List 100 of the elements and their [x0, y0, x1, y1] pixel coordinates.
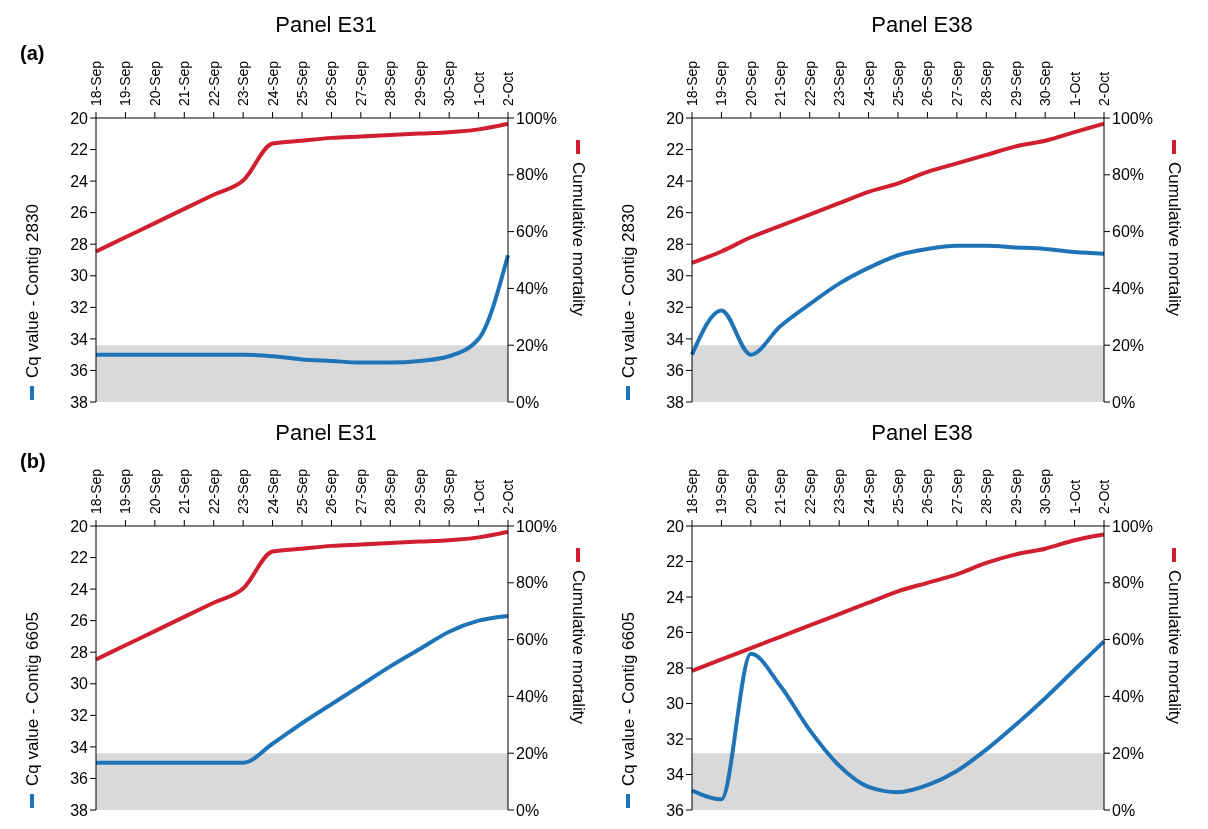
y-tick-label: 28 — [70, 235, 89, 253]
y-tick-label: 26 — [666, 204, 685, 222]
x-tick-label: 2-Oct — [500, 479, 516, 514]
line-series — [690, 532, 1106, 673]
x-tick-label: 24-Sep — [860, 60, 877, 106]
line-series — [94, 529, 510, 662]
x-tick-label: 30-Sep — [441, 60, 458, 106]
x-tick-label: 30-Sep — [1037, 60, 1054, 106]
y-tick-label: 24 — [70, 580, 89, 598]
y-tick-label: 20 — [70, 517, 89, 535]
x-tick-label: 21-Sep — [772, 60, 789, 106]
x-tick-label: 25-Sep — [294, 468, 310, 514]
x-tick-label: 21-Sep — [176, 468, 193, 514]
y2-tick-label: 20% — [516, 336, 549, 354]
x-tick-label: 21-Sep — [176, 60, 193, 106]
y-tick-label: 30 — [666, 695, 685, 713]
y2-axis-title: Cumulative mortality — [1164, 570, 1184, 725]
x-tick-label: 2-Oct — [1096, 71, 1112, 106]
x-tick-label: 26-Sep — [323, 60, 340, 106]
y-axis-title: Cq value - Contig 6605 — [618, 612, 638, 786]
y-tick-label: 22 — [666, 141, 685, 159]
y2-tick-label: 40% — [516, 280, 549, 298]
y-tick-label: 34 — [70, 330, 89, 348]
x-tick-label: 1-Oct — [470, 479, 487, 514]
y2-tick-label: 60% — [516, 223, 549, 241]
y-tick-label: 20 — [666, 517, 685, 535]
y-tick-label: 24 — [70, 172, 89, 190]
y-tick-label: 38 — [666, 393, 685, 411]
chart-title: Panel E38 — [870, 419, 974, 447]
x-tick-label: 25-Sep — [294, 60, 310, 106]
y2-tick-label: 20% — [1112, 744, 1145, 762]
y2-axis-title: Cumulative mortality — [1164, 162, 1184, 317]
y-tick-label: 36 — [70, 770, 89, 788]
y-tick-label: 24 — [666, 172, 685, 190]
chart-title: Panel E31 — [274, 11, 378, 39]
x-tick-label: 23-Sep — [831, 468, 848, 514]
y-tick-label: 24 — [666, 588, 685, 606]
x-tick-label: 22-Sep — [801, 468, 818, 514]
y2-axis-title: Cumulative mortality — [568, 570, 588, 725]
y-axis-title: Cq value - Contig 6605 — [22, 612, 42, 786]
y2-tick-label: 60% — [516, 631, 549, 649]
y-axis-title: Cq value - Contig 2830 — [22, 204, 42, 378]
y-tick-label: 32 — [70, 299, 89, 317]
y-tick-label: 34 — [666, 766, 685, 784]
x-tick-label: 23-Sep — [235, 468, 252, 514]
x-tick-label: 20-Sep — [146, 468, 163, 514]
y-tick-label: 22 — [70, 549, 89, 567]
y-tick-label: 32 — [666, 299, 685, 317]
y2-tick-label: 80% — [516, 574, 549, 592]
line-series — [690, 243, 1106, 357]
x-tick-label: 20-Sep — [742, 468, 759, 514]
x-tick-label: 24-Sep — [264, 468, 281, 514]
y-tick-label: 32 — [70, 707, 89, 725]
y2-tick-label: 0% — [516, 393, 540, 411]
x-tick-label: 22-Sep — [801, 60, 818, 106]
x-tick-label: 29-Sep — [411, 468, 428, 514]
y-tick-label: 36 — [70, 362, 89, 380]
x-tick-label: 26-Sep — [919, 468, 936, 514]
y2-tick-label: 100% — [1112, 109, 1153, 127]
x-tick-label: 22-Sep — [205, 468, 222, 514]
x-tick-label: 22-Sep — [205, 60, 222, 106]
y2-tick-label: 60% — [1112, 223, 1145, 241]
x-tick-label: 28-Sep — [382, 468, 399, 514]
y2-tick-label: 0% — [1112, 801, 1136, 819]
x-tick-label: 21-Sep — [772, 468, 789, 514]
y-tick-label: 26 — [70, 204, 89, 222]
x-tick-label: 27-Sep — [352, 60, 369, 106]
x-tick-label: 23-Sep — [235, 60, 252, 106]
y2-tick-label: 60% — [1112, 631, 1145, 649]
y2-axis-title: Cumulative mortality — [568, 162, 588, 317]
y2-tick-label: 80% — [1112, 574, 1145, 592]
x-tick-label: 18-Sep — [684, 60, 700, 106]
text: (b) — [20, 450, 46, 473]
y2-tick-label: 100% — [1112, 517, 1153, 535]
chart-title: Panel E38 — [870, 11, 974, 39]
y2-tick-label: 100% — [516, 517, 557, 535]
y-tick-label: 28 — [666, 659, 685, 677]
x-tick-label: 19-Sep — [713, 468, 730, 514]
x-tick-label: 1-Oct — [1066, 71, 1083, 106]
x-tick-label: 29-Sep — [1007, 60, 1024, 106]
x-tick-label: 24-Sep — [264, 60, 281, 106]
y-tick-label: 22 — [666, 553, 685, 571]
line-series — [94, 121, 510, 254]
line-series — [94, 253, 510, 365]
y-tick-label: 34 — [70, 738, 89, 756]
chart-title: Panel E31 — [274, 419, 378, 447]
x-tick-label: 30-Sep — [1037, 468, 1054, 514]
x-tick-label: 26-Sep — [919, 60, 936, 106]
x-tick-label: 30-Sep — [441, 468, 458, 514]
y-tick-label: 36 — [666, 362, 685, 380]
x-tick-label: 19-Sep — [117, 60, 134, 106]
y2-tick-label: 0% — [516, 801, 540, 819]
y2-tick-label: 20% — [516, 744, 549, 762]
line-series — [94, 613, 510, 765]
y2-tick-label: 40% — [1112, 280, 1145, 298]
y2-tick-label: 40% — [1112, 688, 1145, 706]
x-tick-label: 27-Sep — [352, 468, 369, 514]
x-tick-label: 28-Sep — [382, 60, 399, 106]
y2-tick-label: 40% — [516, 688, 549, 706]
y-tick-label: 28 — [70, 643, 89, 661]
